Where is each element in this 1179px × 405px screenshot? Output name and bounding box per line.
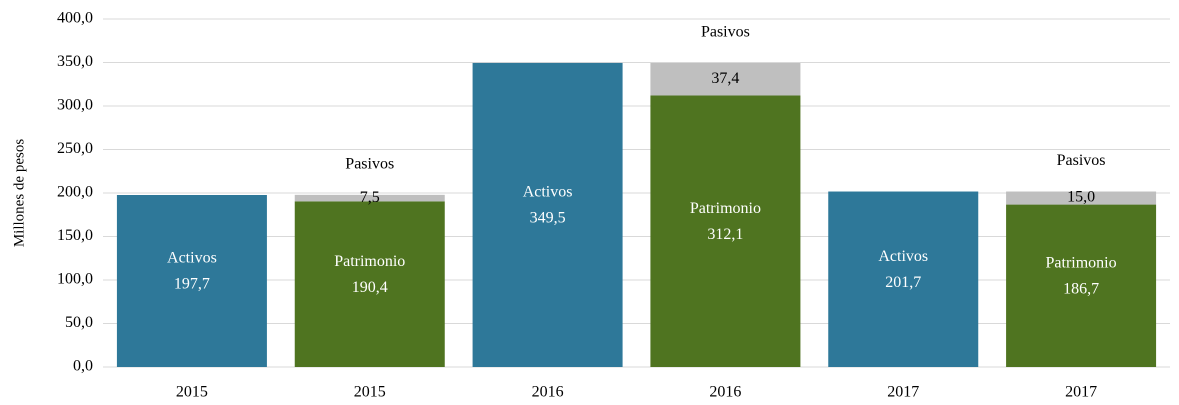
bar-segment: [650, 62, 801, 96]
value-label: 197,7: [174, 276, 210, 293]
x-tick-label: 2016: [532, 384, 564, 401]
value-label: 186,7: [1063, 280, 1099, 297]
value-label: 37,4: [711, 70, 739, 87]
series-label: Activos: [878, 248, 928, 265]
x-tick-label: 2016: [709, 384, 741, 401]
value-label: 312,1: [707, 226, 743, 243]
series-label: Pasivos: [701, 24, 750, 41]
bar-segment: [1006, 204, 1157, 367]
bar-segment: [294, 194, 445, 202]
y-tick-label: 250,0: [57, 140, 93, 157]
bar-segment: [294, 201, 445, 367]
value-label: 190,4: [352, 279, 388, 296]
y-tick-label: 350,0: [57, 53, 93, 70]
y-tick-label: 400,0: [57, 10, 93, 27]
value-label: 201,7: [885, 274, 921, 291]
series-label: Pasivos: [1057, 152, 1106, 169]
x-tick-label: 2015: [354, 384, 386, 401]
y-tick-label: 200,0: [57, 184, 93, 201]
value-label: 349,5: [530, 210, 566, 227]
y-tick-label: 0,0: [73, 358, 93, 375]
x-tick-label: 2017: [1065, 384, 1097, 401]
x-tick-label: 2015: [176, 384, 208, 401]
series-label: Patrimonio: [334, 253, 405, 270]
value-label: 7,5: [360, 189, 380, 206]
bar-segment: [828, 191, 979, 367]
bar-segment: [650, 95, 801, 368]
y-tick-label: 300,0: [57, 97, 93, 114]
series-label: Pasivos: [345, 155, 394, 172]
bar-segment: [116, 195, 267, 367]
y-tick-label: 100,0: [57, 271, 93, 288]
value-label: 15,0: [1067, 189, 1095, 206]
x-tick-label: 2017: [887, 384, 919, 401]
y-tick-label: 150,0: [57, 227, 93, 244]
y-axis-label: Millones de pesos: [11, 139, 27, 247]
series-label: Patrimonio: [690, 200, 761, 217]
series-label: Activos: [167, 250, 217, 267]
bar-segment: [472, 62, 623, 368]
y-tick-label: 50,0: [65, 314, 93, 331]
series-label: Activos: [523, 184, 573, 201]
series-label: Patrimonio: [1046, 254, 1117, 271]
bar-segment: [1006, 191, 1157, 205]
